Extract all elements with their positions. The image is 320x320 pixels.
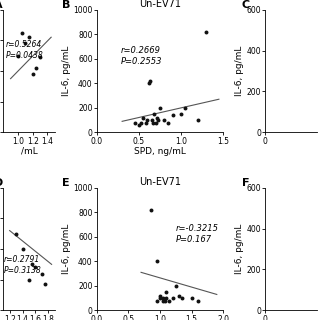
Point <box>153 120 158 125</box>
Point <box>161 296 166 301</box>
Point <box>195 117 200 123</box>
Point <box>23 41 28 46</box>
Y-axis label: IL-6, pg/mL: IL-6, pg/mL <box>61 46 71 96</box>
Point <box>164 289 169 294</box>
Point <box>154 259 159 264</box>
Text: F: F <box>242 178 249 188</box>
Point <box>180 296 185 301</box>
Point <box>39 271 44 276</box>
Point <box>170 296 175 301</box>
Point <box>151 120 156 125</box>
Point <box>30 71 35 76</box>
Point <box>147 78 152 84</box>
Point <box>170 113 175 118</box>
Point <box>173 283 178 288</box>
Point <box>138 120 143 125</box>
Text: E: E <box>61 178 69 188</box>
Text: B: B <box>61 0 70 10</box>
Point <box>189 296 194 301</box>
Point <box>15 53 20 58</box>
Point <box>20 246 25 252</box>
Point <box>154 298 159 303</box>
Point <box>148 207 153 212</box>
Point <box>140 115 146 120</box>
Point <box>37 55 43 60</box>
Text: r=-0.3215
P=0.167: r=-0.3215 P=0.167 <box>176 224 219 244</box>
Point <box>161 298 166 303</box>
Point <box>183 105 188 110</box>
Point <box>152 111 157 116</box>
Point <box>162 117 167 123</box>
Point <box>43 282 48 287</box>
Point <box>166 120 171 125</box>
Point <box>157 105 163 110</box>
X-axis label: /mL: /mL <box>20 147 37 156</box>
Point <box>34 65 39 70</box>
Text: r=0.5264
P=0.0438: r=0.5264 P=0.0438 <box>6 40 44 60</box>
Point <box>149 117 154 123</box>
Point <box>30 262 35 267</box>
Point <box>195 298 200 303</box>
Text: r=0.2791
P=0.3138: r=0.2791 P=0.3138 <box>4 255 42 275</box>
Y-axis label: IL-6, pg/mL: IL-6, pg/mL <box>235 224 244 274</box>
Point <box>176 293 181 298</box>
Point <box>164 296 169 301</box>
Point <box>167 298 172 303</box>
Point <box>143 120 148 125</box>
Title: Un-EV71: Un-EV71 <box>139 0 181 9</box>
Y-axis label: IL-6, pg/mL: IL-6, pg/mL <box>235 46 244 96</box>
Title: Un-EV71: Un-EV71 <box>139 177 181 187</box>
Point <box>157 293 163 298</box>
Point <box>147 81 152 86</box>
Text: r=0.2669
P=0.2553: r=0.2669 P=0.2553 <box>120 46 162 66</box>
Text: A: A <box>0 0 3 10</box>
Text: D: D <box>0 178 3 188</box>
Point <box>163 298 168 303</box>
Point <box>13 231 19 236</box>
Y-axis label: IL-6, pg/mL: IL-6, pg/mL <box>61 224 71 274</box>
X-axis label: SPD, ng/mL: SPD, ng/mL <box>134 147 186 156</box>
Point <box>145 117 150 123</box>
Point <box>19 30 24 35</box>
Point <box>156 117 161 123</box>
Text: C: C <box>242 0 250 10</box>
Point <box>179 111 184 116</box>
Point <box>136 123 141 128</box>
Point <box>155 115 160 120</box>
Point <box>33 265 38 270</box>
Point <box>157 296 163 301</box>
Point <box>204 29 209 34</box>
Point <box>132 120 137 125</box>
Point <box>27 277 32 282</box>
Point <box>27 35 32 40</box>
